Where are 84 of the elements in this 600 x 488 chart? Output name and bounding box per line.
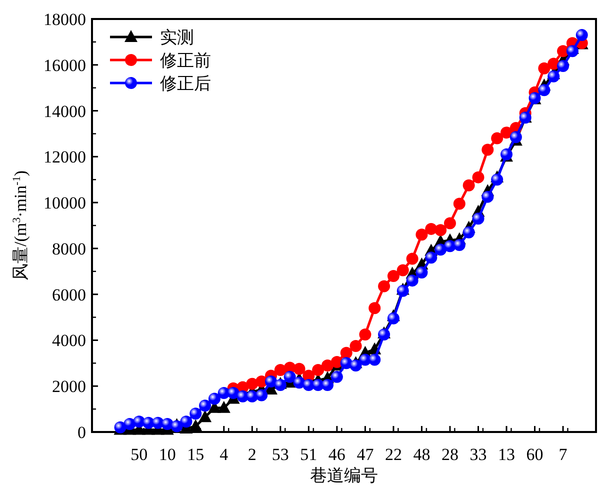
- x-tick-label: 60: [526, 445, 544, 464]
- y-tick-label: 4000: [52, 331, 86, 350]
- y-tick-label: 14000: [44, 102, 86, 121]
- point: [312, 364, 324, 376]
- point: [538, 84, 550, 96]
- point: [434, 244, 447, 256]
- x-tick-label: 46: [328, 445, 346, 464]
- point: [406, 252, 418, 265]
- point: [264, 376, 277, 388]
- y-tick-label: 10000: [44, 194, 86, 213]
- x-tick-label: 15: [187, 445, 204, 464]
- point: [359, 328, 372, 340]
- point: [368, 302, 381, 314]
- point: [406, 274, 418, 287]
- point: [453, 198, 466, 210]
- point: [368, 354, 381, 366]
- point: [491, 174, 504, 186]
- legend-label: 修正后: [160, 74, 211, 93]
- y-tick-label: 18000: [44, 10, 86, 29]
- point: [557, 60, 570, 72]
- y-tick-label: 8000: [52, 239, 86, 258]
- x-tick-label: 10: [158, 445, 176, 464]
- point: [256, 389, 268, 402]
- point: [510, 131, 522, 144]
- point: [444, 217, 456, 230]
- point: [227, 386, 240, 399]
- point: [416, 266, 428, 279]
- y-tick-label: 0: [78, 423, 86, 442]
- point: [416, 228, 428, 241]
- point: [538, 62, 550, 74]
- x-tick-label: 13: [498, 445, 516, 464]
- point: [350, 340, 362, 352]
- point: [350, 359, 362, 372]
- x-tick-label: 51: [300, 445, 318, 464]
- point: [322, 359, 334, 372]
- point: [462, 226, 475, 238]
- legend-label: 实测: [160, 28, 194, 47]
- point: [340, 346, 352, 359]
- point: [462, 179, 475, 192]
- legend-label: 修正前: [160, 51, 211, 70]
- x-tick-label: 2: [248, 445, 256, 464]
- point: [330, 370, 343, 383]
- x-tick-label: 50: [130, 445, 148, 464]
- y-tick-label: 6000: [52, 285, 86, 304]
- point: [472, 171, 484, 184]
- point: [453, 239, 466, 252]
- y-tick-label: 12000: [44, 148, 86, 167]
- point: [396, 264, 409, 276]
- x-tick-label: 33: [470, 445, 487, 464]
- point: [482, 190, 494, 203]
- point: [198, 410, 212, 422]
- point: [293, 362, 306, 375]
- point: [491, 132, 504, 144]
- point: [284, 370, 296, 383]
- point: [124, 418, 136, 430]
- x-tick-label: 22: [384, 445, 402, 464]
- y-tick-label: 16000: [44, 56, 86, 75]
- x-tick-label: 47: [356, 445, 374, 464]
- point: [199, 400, 212, 412]
- y-tick-label: 2000: [52, 377, 86, 396]
- point: [434, 224, 447, 236]
- point: [217, 400, 230, 413]
- point: [190, 408, 202, 420]
- point: [208, 392, 220, 405]
- x-tick-label: 48: [413, 445, 430, 464]
- point: [548, 58, 560, 70]
- x-tick-label: 28: [441, 445, 458, 464]
- x-axis-title: 巷道编号: [310, 466, 378, 485]
- point: [548, 70, 560, 82]
- point: [482, 144, 494, 156]
- point: [472, 212, 484, 225]
- point: [246, 378, 258, 390]
- point: [425, 252, 438, 264]
- point: [322, 378, 334, 391]
- point: [378, 280, 390, 292]
- x-tick-label: 7: [558, 445, 568, 464]
- point: [189, 419, 202, 432]
- point: [387, 270, 400, 282]
- point: [180, 416, 192, 428]
- point: [387, 312, 400, 324]
- x-tick-label: 53: [272, 445, 289, 464]
- point: [566, 45, 578, 58]
- x-tick-label: 4: [220, 445, 229, 464]
- point: [576, 29, 588, 42]
